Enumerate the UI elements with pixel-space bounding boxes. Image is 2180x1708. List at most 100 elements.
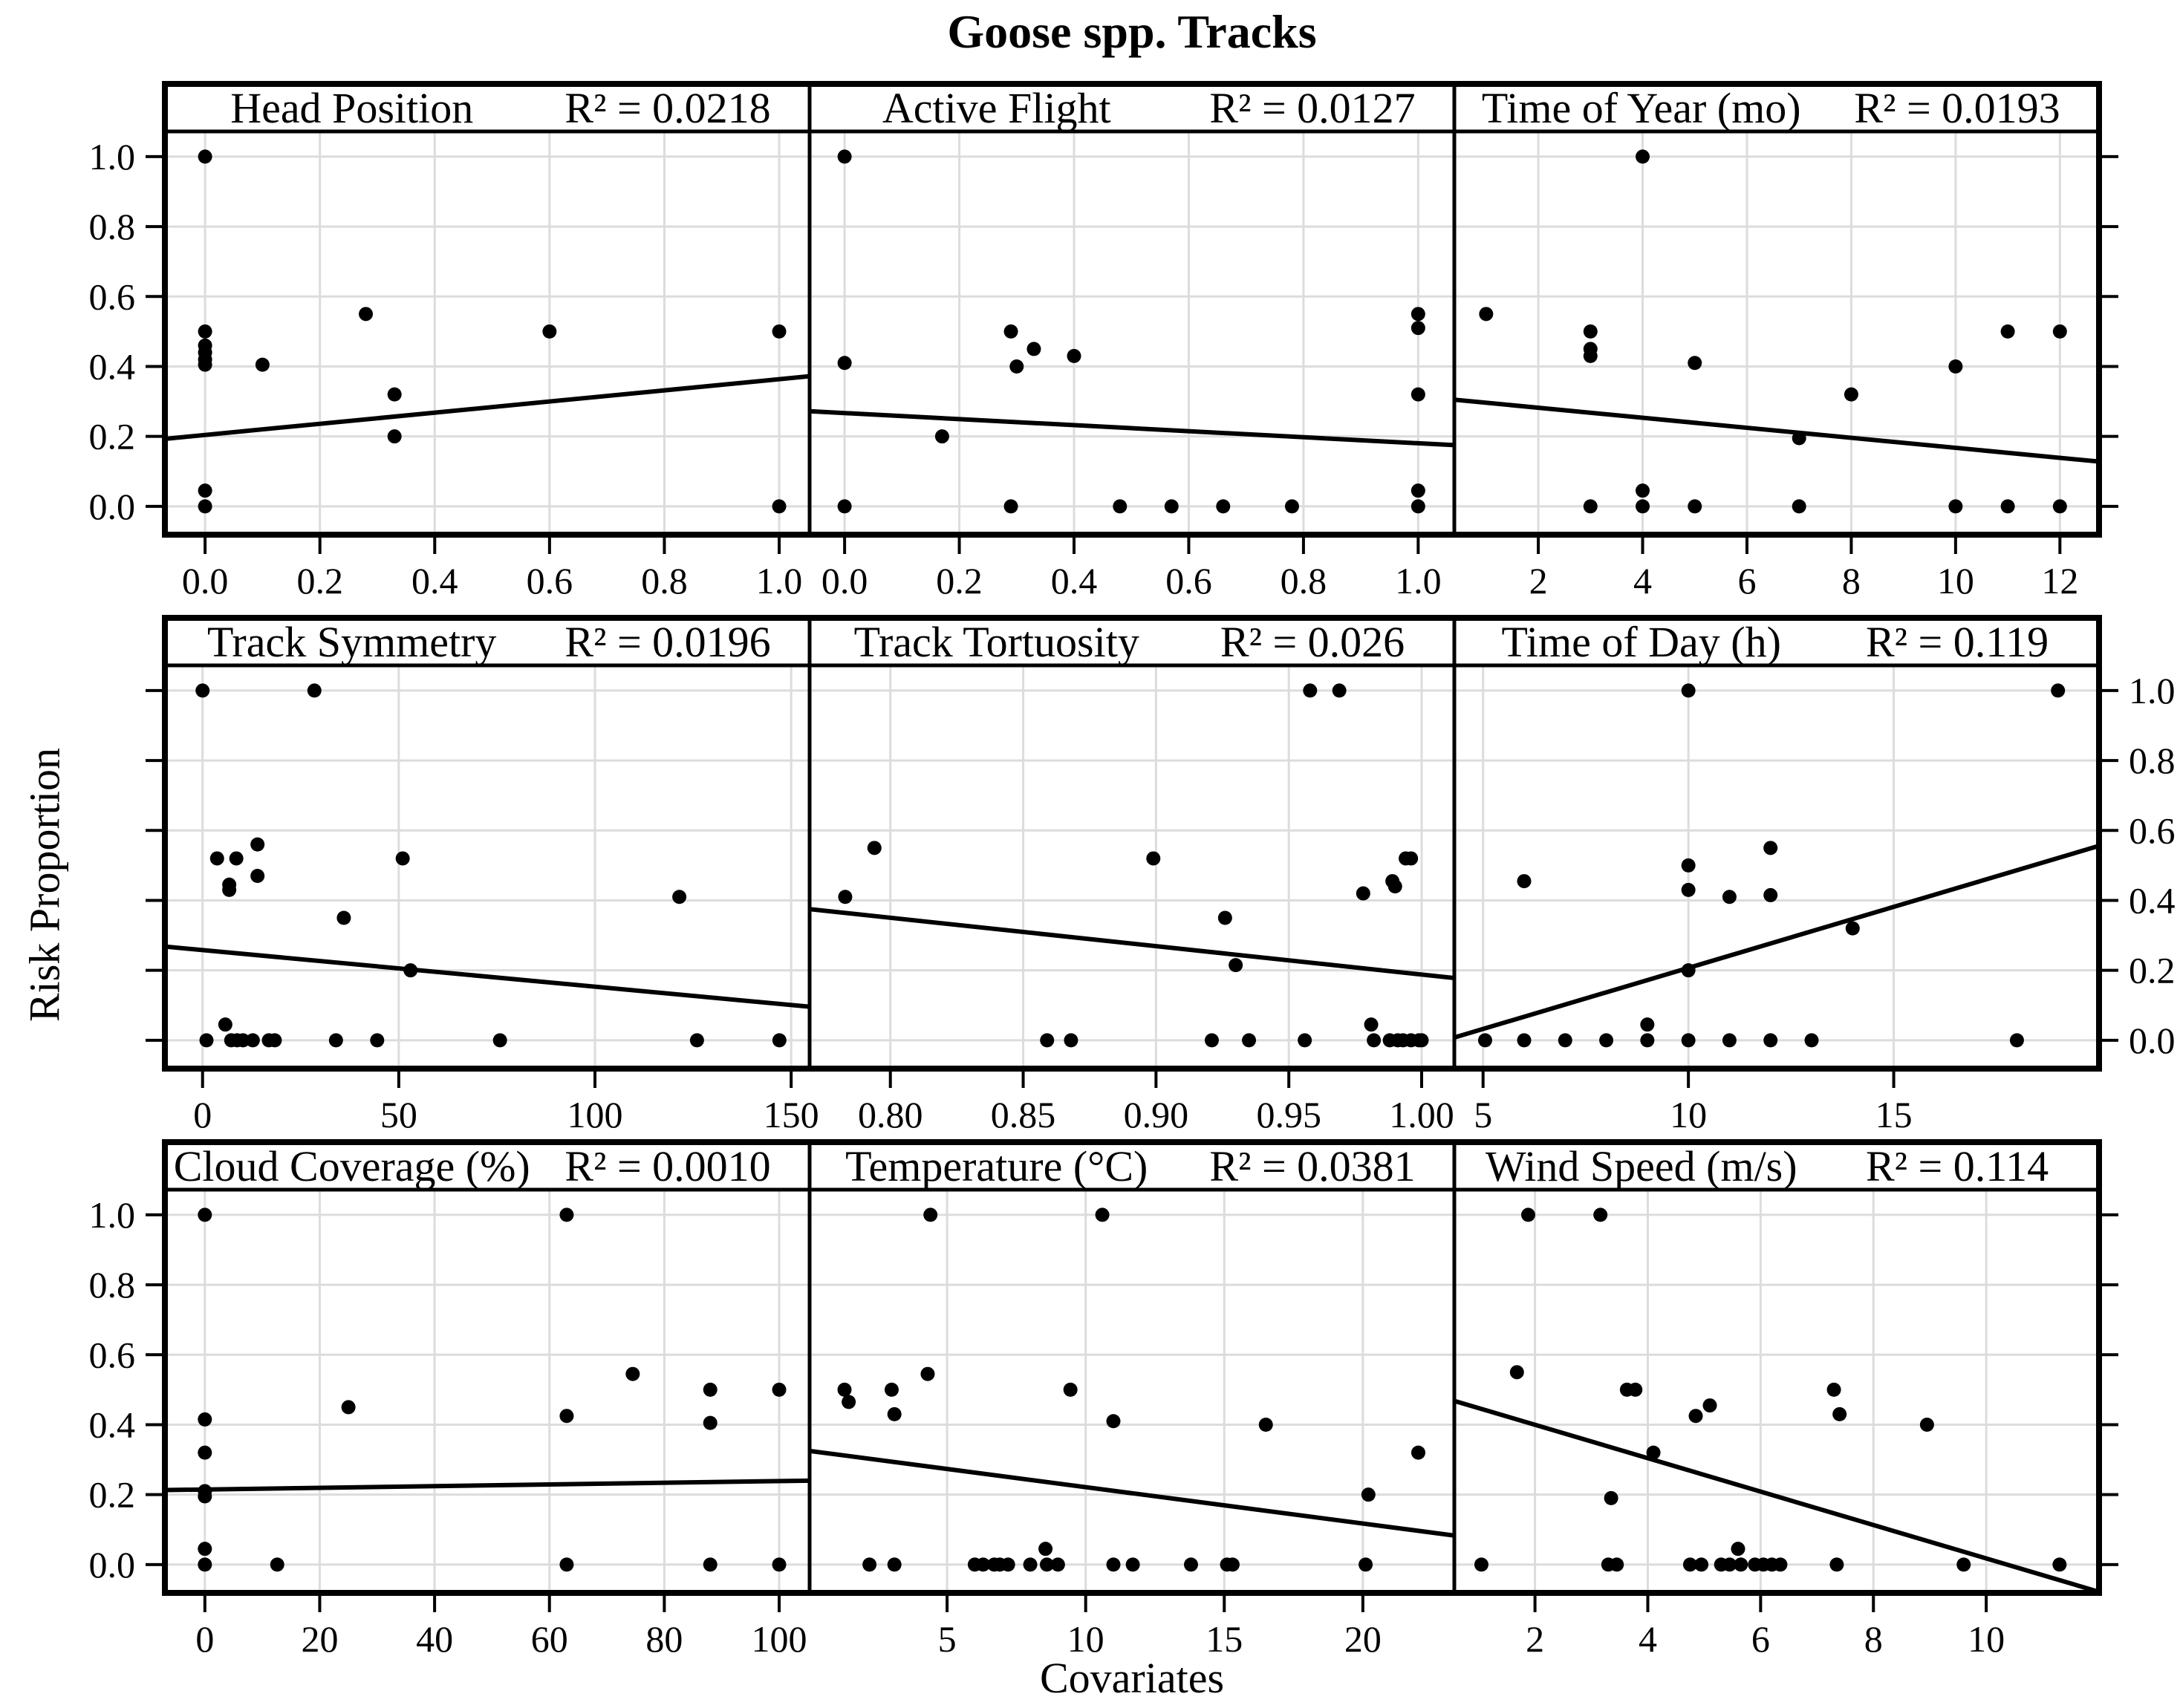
x-tick-label: 150 <box>764 1094 819 1135</box>
data-point <box>1364 1017 1379 1032</box>
x-tick-label: 6 <box>1751 1618 1770 1660</box>
data-point <box>1792 499 1806 514</box>
strip <box>163 616 812 668</box>
data-point <box>867 841 882 855</box>
data-point <box>222 882 237 897</box>
data-point <box>198 1412 212 1427</box>
data-point <box>837 499 852 514</box>
strip-r2-label: R² = 0.0381 <box>1209 1142 1415 1190</box>
x-tick-label: 0.6 <box>527 560 573 602</box>
data-point <box>1688 356 1702 371</box>
data-point <box>1404 851 1419 866</box>
data-point <box>1844 387 1858 402</box>
data-point <box>772 324 787 339</box>
data-point <box>1023 1557 1038 1572</box>
data-point <box>837 149 852 164</box>
data-point <box>559 1557 574 1572</box>
data-point <box>1604 1490 1618 1505</box>
data-point <box>1722 1033 1737 1048</box>
data-point <box>1038 1542 1053 1557</box>
data-point <box>1681 882 1696 897</box>
data-point <box>1734 1557 1748 1572</box>
x-tick-label: 100 <box>752 1618 807 1660</box>
x-tick-label: 10 <box>1937 560 1974 602</box>
data-point <box>1681 858 1696 873</box>
y-tick-label: 0.8 <box>89 206 136 247</box>
data-point <box>2052 324 2067 339</box>
y-tick-label: 0.0 <box>2129 1020 2176 1061</box>
data-point <box>1681 963 1696 978</box>
strip-title: Active Flight <box>882 84 1111 132</box>
y-tick-label: 0.4 <box>89 345 136 387</box>
y-tick-label: 0.8 <box>89 1264 136 1306</box>
x-tick-label: 10 <box>1968 1618 2005 1660</box>
data-point <box>1009 359 1024 374</box>
panel-background <box>810 1190 1454 1593</box>
data-point <box>1356 886 1370 901</box>
regression-line <box>1454 844 2099 1040</box>
y-tick-label: 1.0 <box>89 136 136 177</box>
x-tick-label: 20 <box>301 1618 338 1660</box>
figure-title: Goose spp. Tracks <box>947 5 1317 58</box>
regression-line <box>165 1478 810 1493</box>
data-point <box>1763 887 1778 902</box>
x-tick-label: 0 <box>193 1094 212 1135</box>
data-point <box>887 1557 902 1572</box>
data-point <box>2051 683 2066 698</box>
y-tick-label: 0.0 <box>89 1544 136 1585</box>
strip-r2-label: R² = 0.0127 <box>1209 84 1415 132</box>
data-point <box>837 1382 852 1397</box>
data-point <box>1040 1033 1055 1048</box>
panel-time-of-year-mo: Time of Year (mo) R² = 0.0193 2 4 6 8 10 12 <box>1452 82 2118 602</box>
data-point <box>772 1382 787 1397</box>
data-point <box>1599 1033 1614 1048</box>
x-tick-label: 0.90 <box>1124 1094 1189 1135</box>
panel-track-symmetry: Track Symmetry R² = 0.0196 0 50 100 150 <box>146 616 819 1135</box>
data-point <box>862 1557 877 1572</box>
y-tick-label: 1.0 <box>2129 670 2176 711</box>
x-tick-label: 0.6 <box>1165 560 1212 602</box>
data-point <box>887 1407 902 1421</box>
data-point <box>229 851 244 866</box>
regression-line <box>810 408 1454 448</box>
strip <box>163 82 812 134</box>
strip-title: Track Tortuosity <box>854 618 1139 666</box>
data-point <box>1183 1557 1198 1572</box>
strip-r2-label: R² = 0.0193 <box>1854 84 2060 132</box>
panel-wind-speed-m-s: Wind Speed (m/s) R² = 0.114 2 4 6 8 10 <box>1452 1140 2118 1660</box>
data-point <box>1682 1557 1697 1572</box>
data-point <box>1646 1445 1661 1460</box>
data-point <box>838 890 853 904</box>
data-point <box>1106 1557 1121 1572</box>
data-point <box>1948 359 1963 374</box>
data-point <box>1636 483 1650 498</box>
y-tick-label: 0.6 <box>2129 809 2176 851</box>
y-tick-label: 0.4 <box>89 1404 136 1445</box>
data-point <box>199 1033 214 1048</box>
data-point <box>307 683 322 698</box>
x-tick-label: 15 <box>1205 1618 1243 1660</box>
data-point <box>1956 1557 1971 1572</box>
data-point <box>2000 324 2015 339</box>
strip <box>807 1140 1457 1192</box>
data-point <box>1583 324 1598 339</box>
panel-background <box>1454 131 2099 535</box>
x-tick-label: 6 <box>1737 560 1756 602</box>
data-point <box>1146 851 1161 866</box>
data-point <box>198 1557 212 1572</box>
strip-r2-label: R² = 0.114 <box>1866 1142 2049 1190</box>
panel-cloud-coverage: Cloud Coverage (%) R² = 0.0010 0 20 40 60 80 10… <box>89 1140 812 1660</box>
data-point <box>1694 1557 1709 1572</box>
regression-line <box>165 374 810 441</box>
data-point <box>2009 1033 2024 1048</box>
strip-r2-label: R² = 0.026 <box>1220 618 1405 666</box>
data-point <box>842 1395 856 1409</box>
panel-background <box>165 131 810 535</box>
data-point <box>1640 1017 1655 1032</box>
data-point <box>1242 1033 1257 1048</box>
data-point <box>1003 324 1018 339</box>
x-tick-label: 0.0 <box>821 560 868 602</box>
x-tick-label: 100 <box>567 1094 623 1135</box>
data-point <box>1039 1557 1054 1572</box>
data-point <box>1474 1557 1488 1572</box>
